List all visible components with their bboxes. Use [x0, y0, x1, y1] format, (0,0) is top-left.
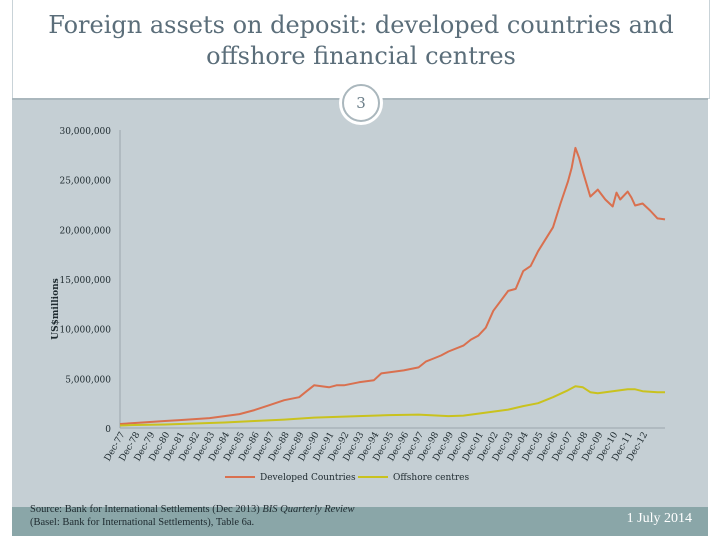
footer-bar — [12, 507, 708, 536]
y-tick-label: 20,000,000 — [59, 226, 111, 236]
legend-label-developed: Developed Countries — [260, 473, 356, 483]
y-tick-label: 15,000,000 — [59, 276, 111, 286]
developed-countries-line — [119, 146, 666, 425]
y-axis-title: US$millions — [51, 278, 61, 339]
source-prefix: Source: Bank for International Settlemen… — [30, 504, 263, 515]
y-tick-label: 5,000,000 — [65, 375, 111, 385]
page-title: Foreign assets on deposit: developed cou… — [48, 11, 674, 70]
slide-date: 1 July 2014 — [626, 511, 692, 526]
source-note: Source: Bank for International Settlemen… — [30, 503, 450, 529]
chart-band — [12, 98, 708, 507]
source-journal: BIS Quarterly Review — [262, 504, 355, 515]
y-tick-label: 25,000,000 — [59, 177, 111, 187]
title-box: Foreign assets on deposit: developed cou… — [12, 0, 710, 99]
slide-number-badge: 3 — [342, 84, 380, 122]
y-tick-label: 30,000,000 — [59, 127, 111, 137]
source-suffix: (Basel: Bank for International Settlemen… — [30, 517, 255, 528]
y-tick-label: 10,000,000 — [59, 326, 111, 336]
y-tick-label: 0 — [105, 425, 111, 435]
offshore-centres-line — [119, 385, 665, 427]
legend-label-offshore: Offshore centres — [393, 473, 470, 483]
